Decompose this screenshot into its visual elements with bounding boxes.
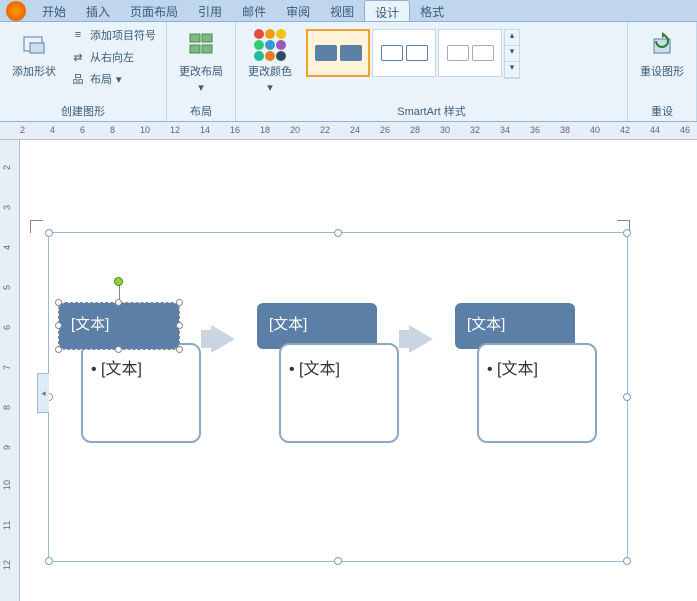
add-shape-label: 添加形状 <box>12 63 56 79</box>
group-create-graphic: 添加形状 ≡添加项目符号 ⇄从右向左 品布局 ▾ 创建图形 <box>0 22 167 121</box>
rtl-icon: ⇄ <box>70 49 86 65</box>
selection-handle[interactable] <box>334 229 342 237</box>
tab-格式[interactable]: 格式 <box>410 0 454 21</box>
node-body[interactable]: [文本] <box>279 343 399 443</box>
tab-视图[interactable]: 视图 <box>320 0 364 21</box>
shape-handle[interactable] <box>55 322 62 329</box>
change-colors-button[interactable]: 更改颜色 ▾ <box>242 25 298 98</box>
change-layout-icon <box>185 29 217 61</box>
tab-页面布局[interactable]: 页面布局 <box>120 0 188 21</box>
style-item-2[interactable] <box>372 29 436 77</box>
add-shape-icon <box>18 29 50 61</box>
add-shape-button[interactable]: 添加形状 <box>6 25 62 83</box>
group-reset: 重设图形 重设 <box>628 22 697 121</box>
ribbon-tabs: 开始插入页面布局引用邮件审阅视图设计格式 <box>0 0 697 22</box>
selection-handle[interactable] <box>45 229 53 237</box>
crop-marks <box>30 220 630 221</box>
office-button[interactable] <box>6 1 26 21</box>
gallery-up[interactable]: ▴ <box>505 30 519 46</box>
shape-handle[interactable] <box>115 346 122 353</box>
shape-handle[interactable] <box>55 299 62 306</box>
smartart-node[interactable]: [文本][文本] <box>455 303 575 349</box>
smartart-node[interactable]: [文本][文本] <box>257 303 377 349</box>
node-body[interactable]: [文本] <box>477 343 597 443</box>
tab-邮件[interactable]: 邮件 <box>232 0 276 21</box>
style-gallery: ▴ ▾ ▾ <box>302 25 524 83</box>
shape-handle[interactable] <box>176 346 183 353</box>
shape-handle[interactable] <box>176 322 183 329</box>
bullet-icon: ≡ <box>70 27 86 43</box>
group-layout: 更改布局 ▾ 布局 <box>167 22 236 121</box>
ruler-horizontal: 2468101214161820222426283032343638404244… <box>0 122 697 140</box>
selection-handle[interactable] <box>334 557 342 565</box>
group-label: 创建图形 <box>6 101 160 121</box>
shape-handle[interactable] <box>115 299 122 306</box>
layout-button[interactable]: 品布局 ▾ <box>66 69 160 89</box>
shape-handle[interactable] <box>176 299 183 306</box>
node-header[interactable]: [文本] <box>59 303 179 349</box>
ribbon: 添加形状 ≡添加项目符号 ⇄从右向左 品布局 ▾ 创建图形 更改布局 ▾ 布局 <box>0 22 697 122</box>
colors-icon <box>254 29 286 61</box>
gallery-nav: ▴ ▾ ▾ <box>504 29 520 79</box>
workspace: 23 45 67 89 1011 12 ◂ [文本][文本][文本][文本][文… <box>0 140 697 601</box>
selection-handle[interactable] <box>623 229 631 237</box>
process-arrow <box>409 325 433 353</box>
smartart-container[interactable]: ◂ [文本][文本][文本][文本][文本][文本] <box>48 232 628 562</box>
style-item-3[interactable] <box>438 29 502 77</box>
tab-插入[interactable]: 插入 <box>76 0 120 21</box>
group-styles: 更改颜色 ▾ ▴ ▾ ▾ SmartArt 样式 <box>236 22 628 121</box>
selection-handle[interactable] <box>45 557 53 565</box>
style-item-1[interactable] <box>306 29 370 77</box>
document-canvas[interactable]: ◂ [文本][文本][文本][文本][文本][文本] <box>20 140 697 601</box>
gallery-down[interactable]: ▾ <box>505 46 519 62</box>
tab-引用[interactable]: 引用 <box>188 0 232 21</box>
reset-icon <box>646 29 678 61</box>
rotation-handle[interactable] <box>114 277 123 286</box>
text-pane-toggle[interactable]: ◂ <box>37 373 49 413</box>
selection-handle[interactable] <box>623 393 631 401</box>
add-bullet-button[interactable]: ≡添加项目符号 <box>66 25 160 45</box>
tab-审阅[interactable]: 审阅 <box>276 0 320 21</box>
smartart-node[interactable]: [文本][文本] <box>59 303 179 349</box>
tab-设计[interactable]: 设计 <box>364 0 410 21</box>
change-layout-button[interactable]: 更改布局 ▾ <box>173 25 229 98</box>
change-layout-label: 更改布局 <box>179 63 223 79</box>
process-arrow <box>211 325 235 353</box>
gallery-more[interactable]: ▾ <box>505 62 519 78</box>
selection-handle[interactable] <box>623 557 631 565</box>
node-body[interactable]: [文本] <box>81 343 201 443</box>
rtl-button[interactable]: ⇄从右向左 <box>66 47 160 67</box>
layout-icon: 品 <box>70 71 86 87</box>
tab-开始[interactable]: 开始 <box>32 0 76 21</box>
reset-button[interactable]: 重设图形 <box>634 25 690 83</box>
shape-handle[interactable] <box>55 346 62 353</box>
ruler-vertical: 23 45 67 89 1011 12 <box>0 140 20 601</box>
